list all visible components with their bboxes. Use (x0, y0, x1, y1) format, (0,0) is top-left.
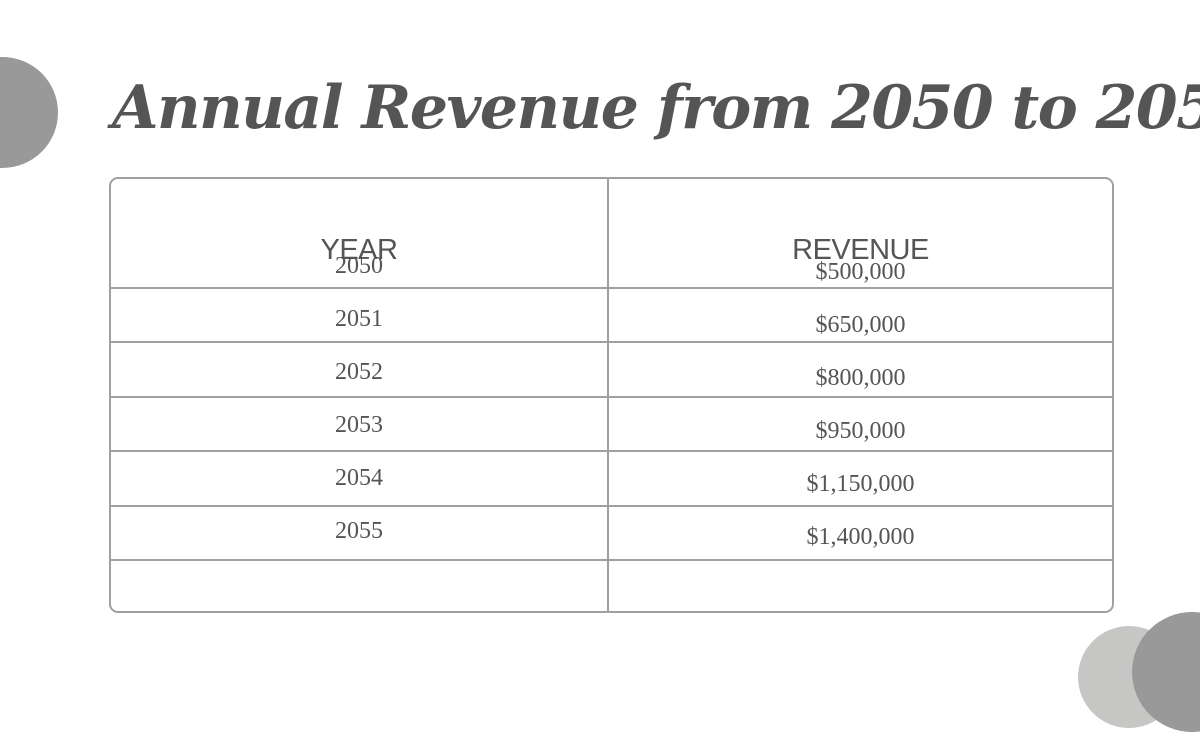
cell-revenue: $1,150,000 (806, 471, 915, 497)
cell-year: 2053 (335, 412, 383, 438)
cell-year: 2050 (335, 253, 383, 279)
revenue-table: YEAR REVENUE 2050 $500,000 2051 $650,000… (109, 177, 1114, 613)
column-divider (607, 179, 609, 611)
header-year: YEAR (320, 234, 398, 266)
row-divider (111, 287, 1112, 289)
cell-year: 2054 (335, 465, 383, 491)
row-divider (111, 450, 1112, 452)
cell-revenue: $650,000 (815, 312, 906, 338)
cell-revenue: $500,000 (815, 259, 906, 285)
cell-year: 2052 (335, 359, 383, 385)
page-title: Annual Revenue from 2050 to 2055 (112, 73, 1200, 143)
header-revenue: REVENUE (792, 234, 929, 266)
cell-year: 2055 (335, 518, 383, 544)
cell-year: 2051 (335, 306, 383, 332)
cell-revenue: $950,000 (815, 418, 906, 444)
row-divider (111, 559, 1112, 561)
row-divider (111, 341, 1112, 343)
row-divider (111, 396, 1112, 398)
row-divider (111, 505, 1112, 507)
cell-revenue: $1,400,000 (806, 524, 915, 550)
cell-revenue: $800,000 (815, 365, 906, 391)
decorative-circle-left (0, 57, 58, 168)
